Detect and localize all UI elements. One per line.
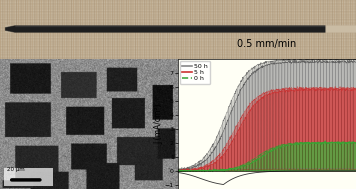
Text: 0.5 mm/min: 0.5 mm/min bbox=[237, 39, 297, 49]
Bar bbox=[4, 168, 53, 186]
Y-axis label: J (mA/cm²): J (mA/cm²) bbox=[154, 104, 163, 144]
Text: 20 μm: 20 μm bbox=[7, 167, 25, 172]
Legend: 50 h, 5 h, 0 h: 50 h, 5 h, 0 h bbox=[180, 61, 210, 84]
